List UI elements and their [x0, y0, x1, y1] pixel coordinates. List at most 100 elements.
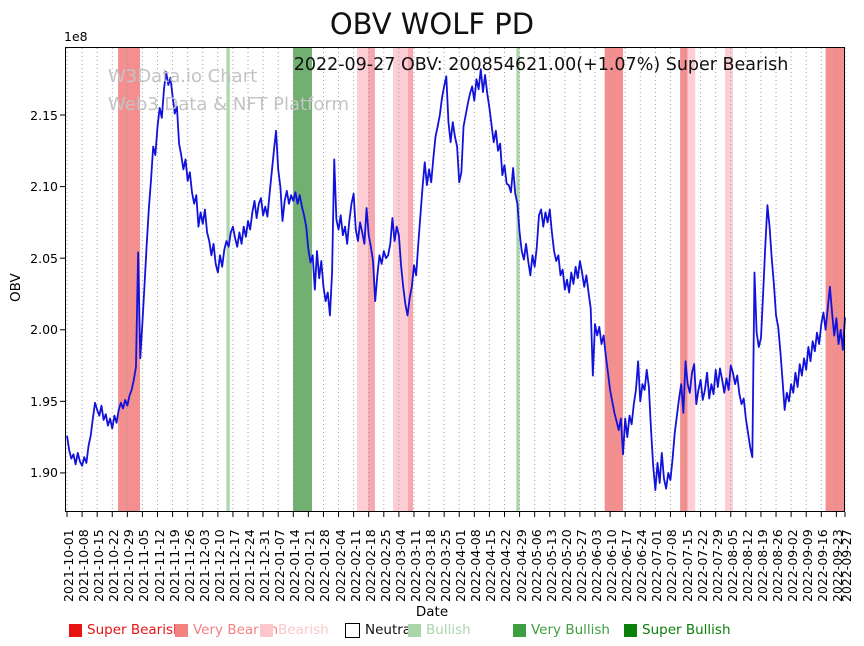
legend-swatch [260, 623, 273, 637]
x-tick-label: 2022-05-20 [558, 529, 574, 602]
x-tick-label: 2022-07-08 [664, 529, 680, 602]
signal-band-very-bearish [604, 47, 624, 512]
x-tick-label: 2022-06-24 [634, 529, 650, 602]
x-tick-label: 2022-09-16 [815, 529, 831, 602]
x-tick-label: 2022-06-03 [589, 529, 604, 602]
legend-item-bearish: Bearish [260, 620, 329, 640]
watermark-line2: Web3 Data & NFT Platform [108, 94, 350, 115]
legend-item-bullish: Bullish [408, 620, 471, 640]
x-tick-label: 2022-08-12 [739, 529, 755, 602]
x-tick-label: 2022-02-11 [347, 529, 363, 602]
signal-band-bearish [393, 47, 408, 512]
x-tick-label: 2022-04-29 [513, 529, 529, 602]
x-tick-label: 2022-09-09 [800, 529, 816, 602]
signal-band-very-bearish [118, 47, 141, 512]
x-tick-label: 2022-02-04 [332, 529, 348, 602]
legend-swatch [513, 623, 526, 637]
signal-band-very-bullish [293, 47, 313, 512]
signal-band-bearish [687, 47, 696, 512]
x-tick-label: 2022-04-08 [468, 529, 484, 602]
x-tick-label: 2022-07-01 [649, 529, 665, 602]
x-tick-label: 2022-03-11 [407, 529, 423, 602]
x-tick-label: 2021-12-24 [242, 529, 258, 602]
legend-label: Bearish [278, 622, 329, 638]
signal-band-bearish [357, 47, 369, 512]
x-tick-label: 2022-08-19 [754, 529, 770, 602]
x-tick-label: 2022-01-14 [287, 529, 303, 602]
x-tick-label: 2021-11-26 [181, 529, 197, 602]
y-tick-label: 2.00 [30, 322, 58, 338]
x-tick-label: 2022-02-18 [362, 529, 378, 602]
x-tick-label: 2022-01-28 [317, 529, 333, 602]
obv-line [66, 68, 846, 491]
x-tick-label: 2021-11-19 [166, 529, 182, 602]
x-axis-title: Date [415, 604, 449, 620]
x-tick-label: 2022-05-27 [573, 529, 589, 602]
x-tick-label: 2022-01-21 [302, 529, 318, 602]
x-tick-label: 2022-07-22 [694, 529, 710, 602]
x-tick-label: 2022-07-29 [709, 529, 725, 602]
x-tick-label: 2021-12-17 [226, 529, 242, 602]
x-tick-label: 2022-09-02 [785, 529, 801, 602]
signal-band-bearish [368, 47, 375, 512]
x-tick-label: 2022-03-18 [423, 529, 439, 602]
y-tick-label: 1.95 [30, 393, 58, 409]
x-tick-label: 2021-11-12 [151, 529, 167, 602]
x-tick-label: 2021-12-10 [211, 529, 227, 602]
legend-swatch [175, 623, 188, 637]
legend-swatch [69, 623, 82, 637]
x-tick-label: 2022-06-10 [604, 529, 620, 602]
legend-item-neutral: Neutral [345, 620, 415, 640]
signal-band-bearish [407, 47, 414, 512]
x-tick-label: 2022-06-17 [619, 529, 635, 602]
chart-title: OBV WOLF PD [329, 7, 535, 41]
x-tick-label: 2022-04-22 [498, 529, 514, 602]
x-tick-label: 2022-04-15 [483, 529, 499, 602]
x-tick-label: 2022-01-07 [272, 529, 288, 602]
y-tick-label: 2.15 [30, 107, 58, 123]
x-tick-label: 2022-08-26 [770, 529, 786, 602]
chart-status-annotation: 2022-09-27 OBV: 200854621.00(+1.07%) Sup… [293, 55, 789, 75]
legend-label: Very Bullish [531, 622, 610, 638]
plot-border [65, 47, 845, 512]
watermark-line1: W3Data.io Chart [108, 66, 258, 87]
signal-band-bearish [724, 47, 733, 512]
x-tick-label: 2022-07-15 [679, 529, 695, 602]
legend-item-super-bullish: Super Bullish [624, 620, 731, 640]
legend-label: Very Bearish [193, 622, 279, 638]
signal-band-very-bearish [825, 47, 845, 512]
x-tick-label: 2022-09-27 [839, 529, 854, 602]
y-axis-scale-label: 1e8 [64, 29, 88, 44]
x-tick-label: 2022-05-06 [528, 529, 544, 602]
y-tick-label: 2.05 [30, 250, 58, 266]
x-tick-label: 2021-10-15 [91, 529, 107, 602]
legend-label: Super Bullish [642, 622, 731, 638]
signal-band-very-bearish [680, 47, 688, 512]
signal-band-bullish [226, 47, 230, 512]
x-tick-label: 2022-04-01 [453, 529, 469, 602]
legend-label: Neutral [365, 622, 415, 638]
signal-band-bullish [516, 47, 520, 512]
legend-item-very-bearish: Very Bearish [175, 620, 278, 640]
x-tick-label: 2022-02-25 [377, 529, 393, 602]
y-tick-label: 1.90 [30, 465, 58, 481]
x-tick-label: 2022-03-25 [438, 529, 454, 602]
x-tick-label: 2021-10-29 [121, 529, 137, 602]
x-tick-label: 2021-10-22 [106, 529, 122, 602]
x-tick-label: 2021-12-31 [257, 529, 273, 602]
watermark: W3Data.io Chart Web3 Data & NFT Platform [108, 63, 349, 119]
legend-label: Super Bearish [87, 622, 182, 638]
x-tick-label: 2021-10-08 [76, 529, 92, 602]
legend-item-very-bullish: Very Bullish [513, 620, 610, 640]
x-tick-label: 2021-11-05 [136, 529, 152, 602]
x-tick-label: 2021-10-01 [61, 529, 76, 602]
legend-swatch [408, 623, 421, 637]
x-tick-label: 2021-12-03 [196, 529, 212, 602]
y-axis-title: OBV [8, 273, 24, 302]
x-tick-label: 2022-03-04 [392, 529, 408, 602]
x-tick-label: 2022-08-05 [724, 529, 740, 602]
legend-item-super-bearish: Super Bearish [69, 620, 182, 640]
y-tick-label: 2.10 [30, 179, 58, 195]
